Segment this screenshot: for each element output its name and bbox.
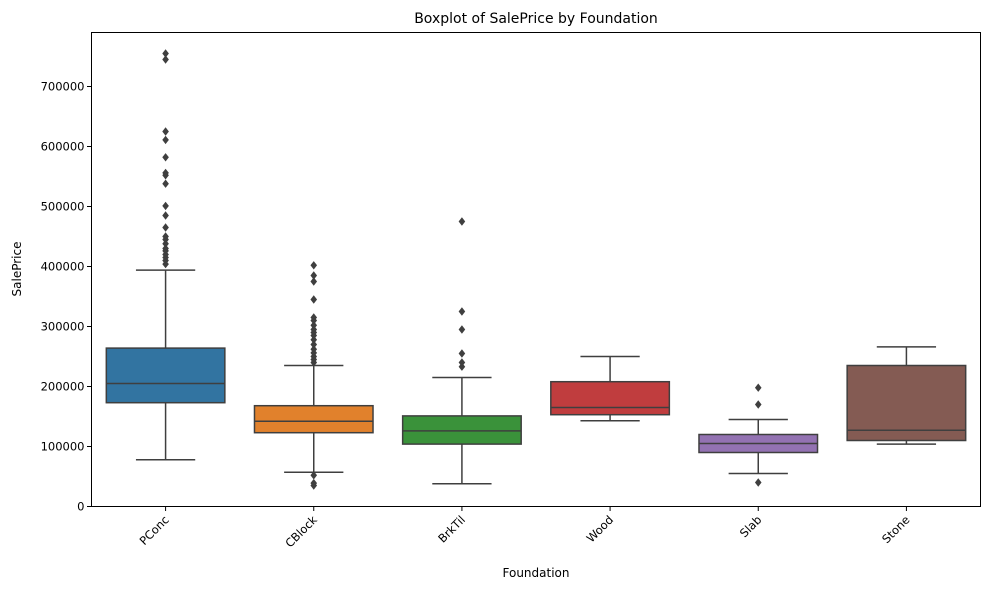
outlier-point-cblock (310, 313, 318, 322)
outlier-point-pconc (162, 49, 169, 58)
outlier-point-cblock (310, 340, 318, 349)
outlier-point-cblock (310, 345, 318, 354)
y-tick-label: 400000 (41, 260, 85, 274)
outlier-point-pconc (162, 223, 169, 232)
outlier-point-brktil (458, 307, 466, 316)
box-brktil (401, 415, 522, 445)
outlier-point-pconc (162, 244, 169, 253)
outlier-point-pconc (162, 55, 169, 64)
outlier-point-pconc (162, 211, 169, 220)
x-tick-label: BrkTil (435, 513, 468, 546)
outlier-point-slab (754, 478, 762, 487)
y-axis-label: SalePrice (10, 242, 24, 297)
outlier-point-pconc (162, 201, 169, 211)
outlier-point-cblock (310, 295, 318, 304)
x-tick-label: CBlock (282, 512, 320, 550)
box-group-brktil (401, 217, 522, 485)
outlier-point-pconc (162, 168, 169, 178)
box-group-slab (698, 383, 819, 487)
y-tick-label: 300000 (41, 320, 85, 334)
y-tick-label: 100000 (41, 440, 85, 454)
outlier-point-cblock (310, 277, 318, 286)
outlier-point-brktil (458, 358, 466, 367)
outlier-point-pconc (162, 239, 169, 248)
outlier-point-brktil (458, 217, 466, 226)
box-stone (846, 364, 967, 442)
box-group-pconc (105, 49, 226, 461)
box-wood (550, 380, 671, 416)
x-tick-label: PConc (137, 513, 172, 548)
x-tick-label: Stone (879, 513, 912, 546)
y-tick-label: 0 (77, 500, 84, 514)
box-pconc (105, 347, 226, 404)
box-group-wood (550, 355, 671, 422)
box-group-cblock (253, 261, 374, 490)
x-tick-label: Slab (737, 513, 764, 540)
y-tick-label: 600000 (41, 140, 85, 154)
outlier-point-pconc (162, 135, 169, 145)
y-axis: 0 100000 200000 300000 400000 500000 600000 700… (41, 80, 92, 514)
outlier-point-cblock (310, 261, 318, 270)
outlier-point-slab (754, 383, 762, 392)
outlier-point-cblock (310, 321, 318, 330)
y-tick-label: 500000 (41, 200, 85, 214)
x-axis-label: Foundation (503, 566, 570, 580)
outlier-point-brktil (458, 325, 466, 334)
y-tick-label: 700000 (41, 80, 85, 94)
x-tick-label: Wood (584, 513, 617, 546)
outlier-point-pconc (162, 153, 169, 162)
chart-title: Boxplot of SalePrice by Foundation (414, 11, 658, 27)
outlier-point-cblock (310, 471, 318, 480)
x-axis: PConc CBlock BrkTil Wood Slab Stone (137, 506, 913, 550)
y-tick-label: 200000 (41, 380, 85, 394)
outlier-point-slab (754, 400, 762, 409)
plot-area (105, 49, 967, 490)
outlier-point-pconc (162, 179, 169, 188)
box-cblock (253, 404, 374, 434)
outlier-point-pconc (162, 232, 169, 241)
outlier-point-pconc (162, 127, 169, 136)
box-group-stone (846, 346, 967, 445)
outlier-point-cblock (310, 271, 318, 280)
outlier-point-cblock (310, 478, 318, 488)
outlier-point-brktil (458, 349, 466, 358)
axes-frame (91, 32, 981, 507)
